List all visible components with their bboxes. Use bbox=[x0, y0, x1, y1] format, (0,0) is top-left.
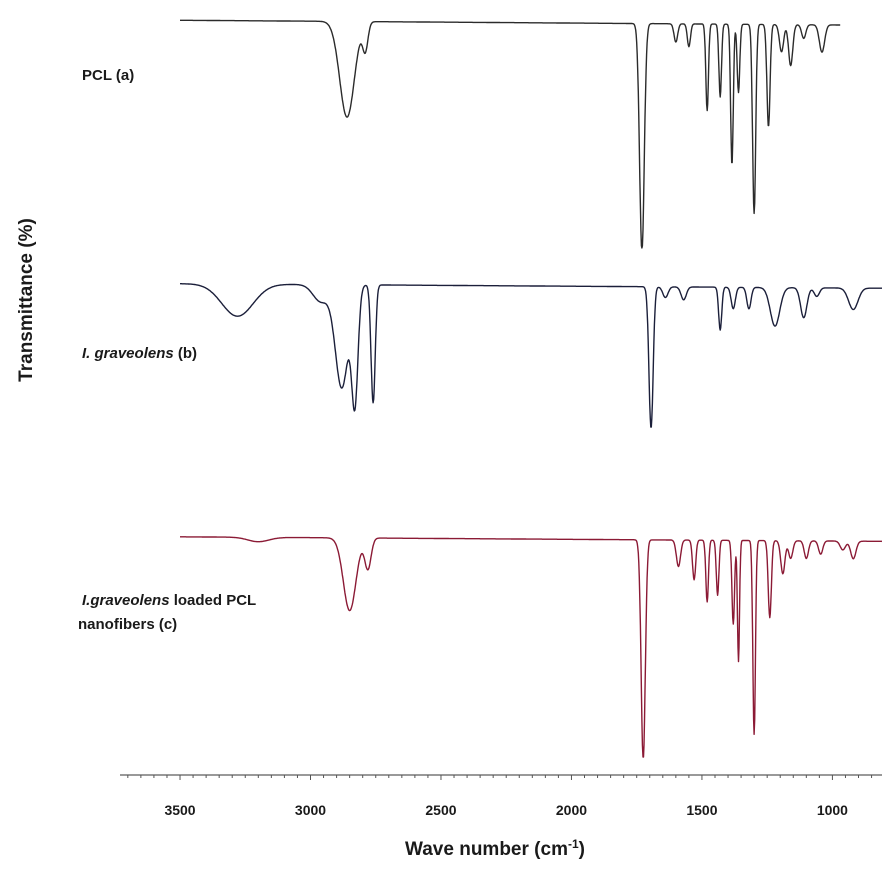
x-tick-label: 2000 bbox=[556, 802, 587, 818]
series-label-3: I.graveolens loaded PCL bbox=[82, 592, 256, 609]
x-axis-label: Wave number (cm-1) bbox=[405, 837, 585, 860]
x-tick-label: 3500 bbox=[164, 802, 195, 818]
series-label-2: I. graveolens (b) bbox=[82, 345, 197, 362]
series-line-3 bbox=[179, 536, 882, 758]
x-ticks: 3500 3000 2500 2000 1500 1000 bbox=[127, 775, 873, 818]
x-tick-label: 1000 bbox=[817, 802, 848, 818]
x-tick-label: 3000 bbox=[295, 802, 326, 818]
series-labels: PCL (a) I. graveolens (b) I.graveolens loa… bbox=[78, 67, 256, 633]
series-line-1 bbox=[179, 19, 841, 249]
series-layer bbox=[179, 19, 882, 758]
y-axis-label: Transmittance (%) bbox=[16, 218, 37, 382]
series-label-1: PCL (a) bbox=[82, 67, 134, 84]
series-line-2 bbox=[179, 283, 882, 428]
series-label-3-line2: nanofibers (c) bbox=[78, 616, 177, 633]
x-tick-label: 1500 bbox=[686, 802, 717, 818]
x-tick-label: 2500 bbox=[425, 802, 456, 818]
